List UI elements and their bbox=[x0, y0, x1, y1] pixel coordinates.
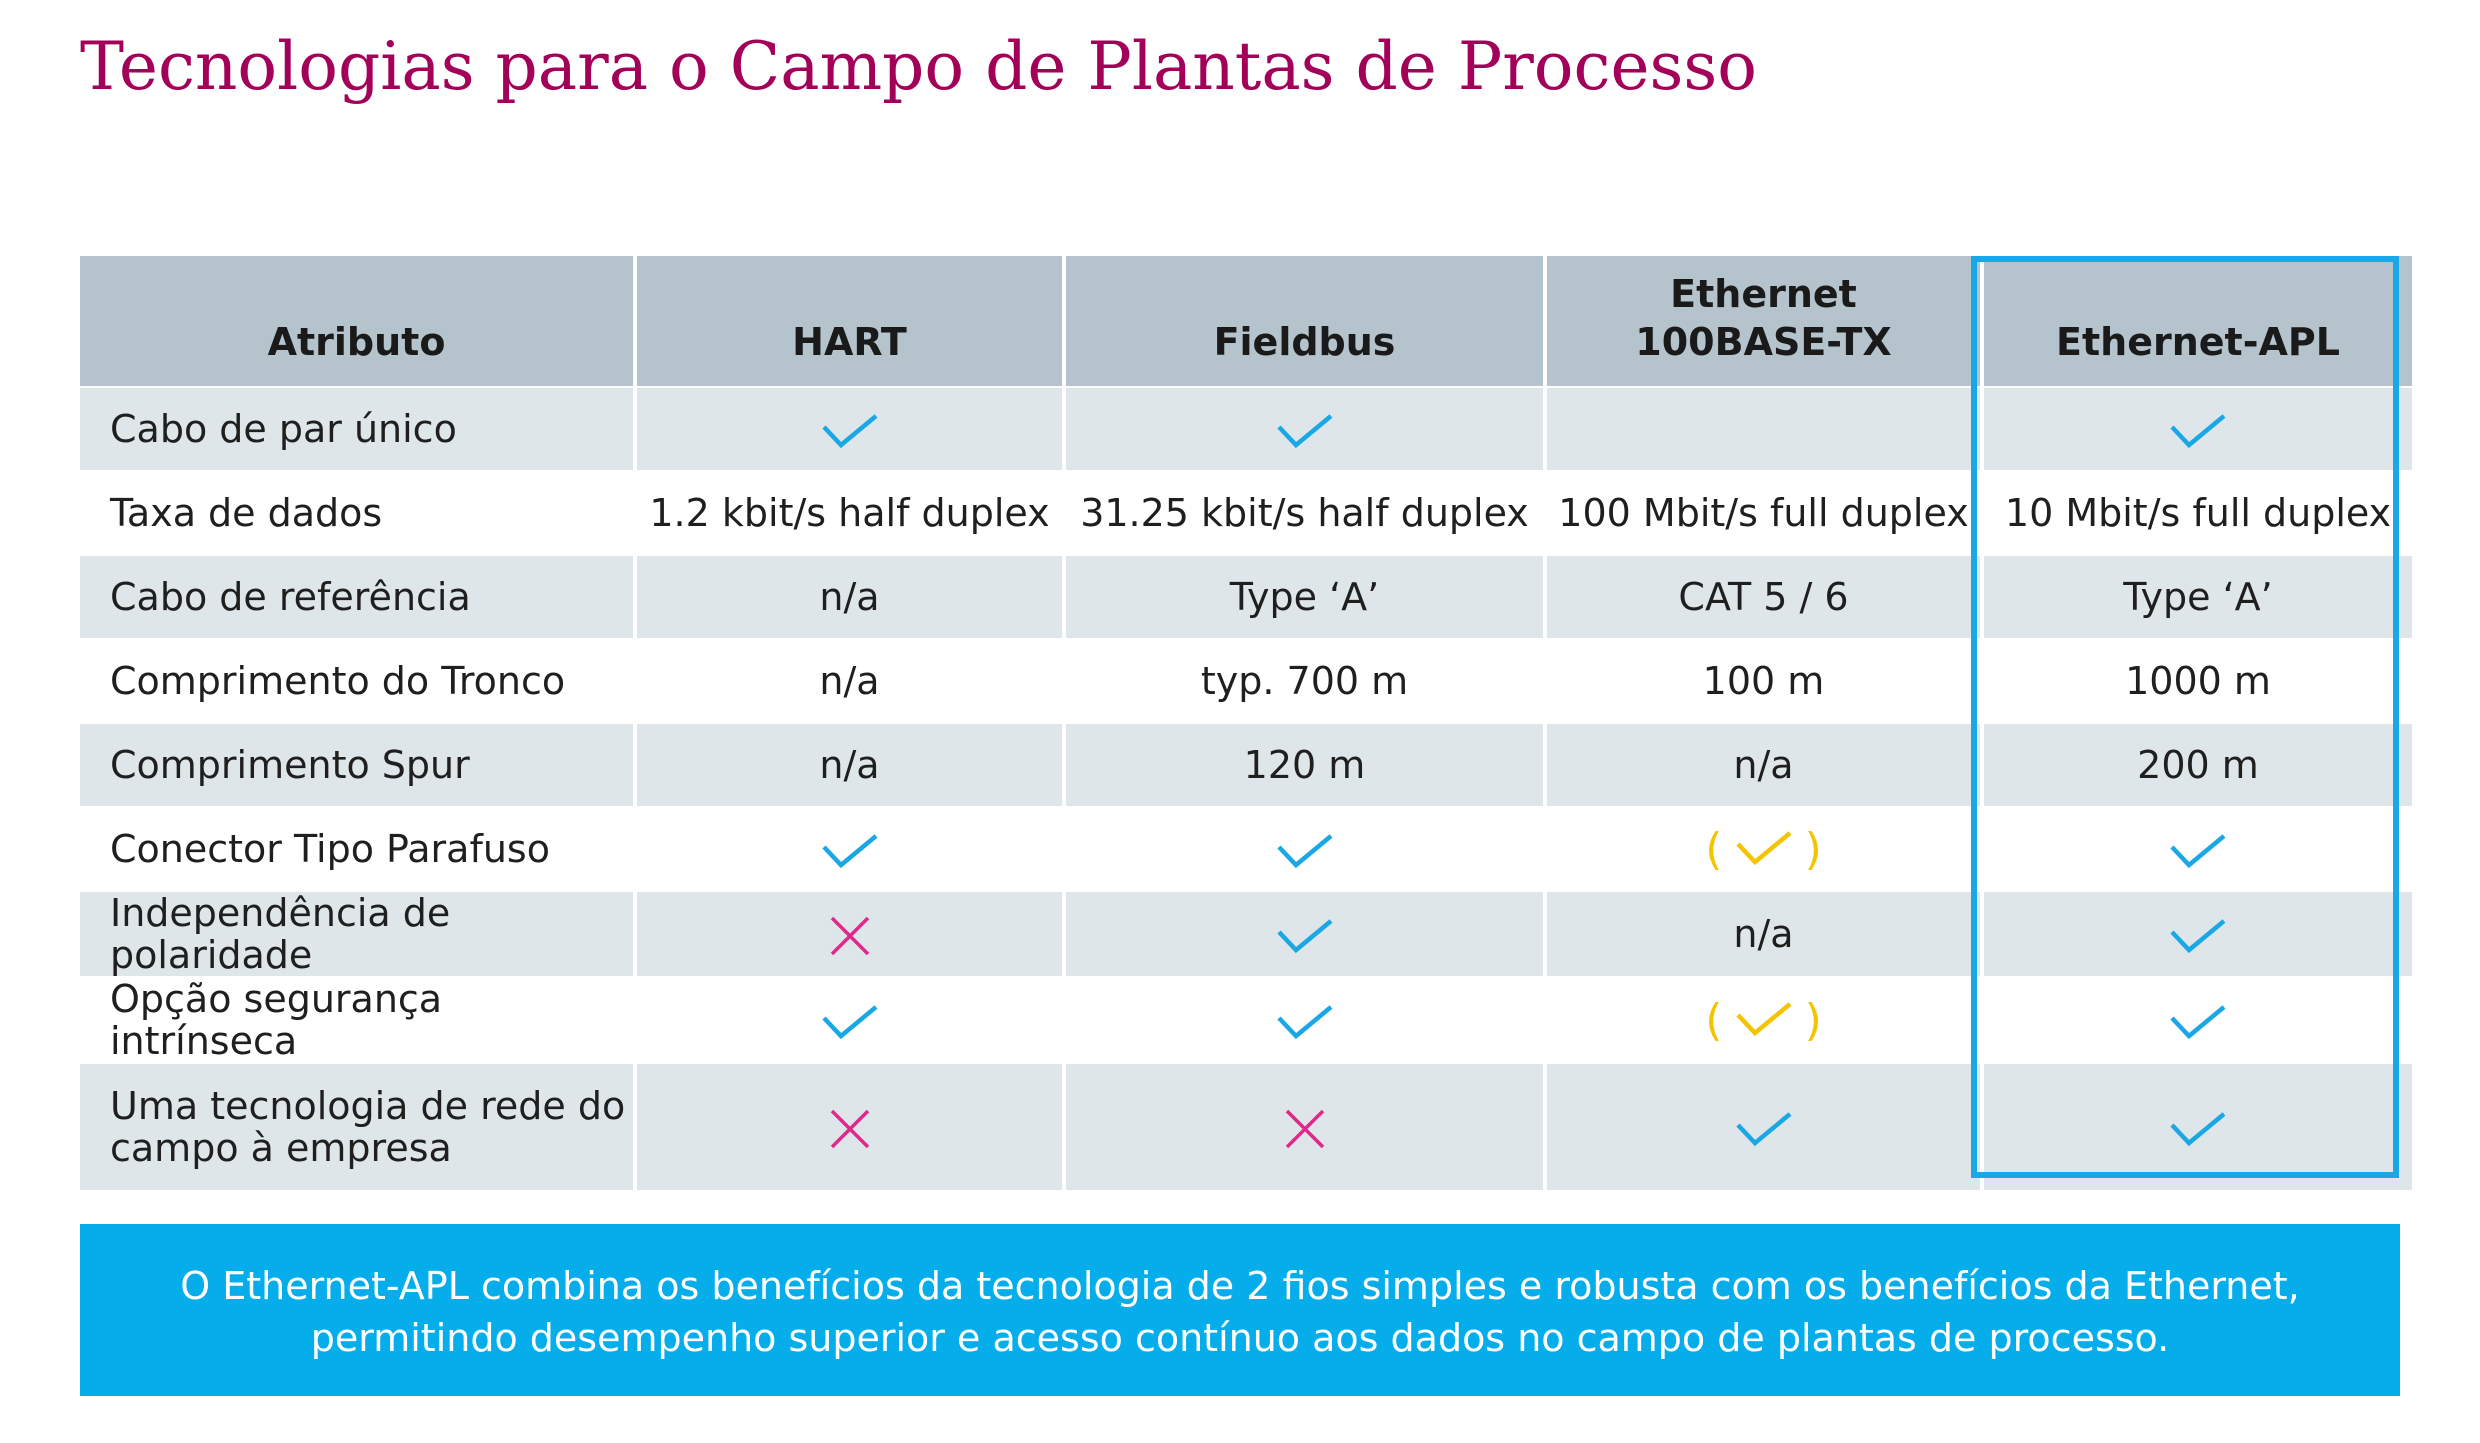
header-ethernet-apl: Ethernet-APL bbox=[1984, 256, 2412, 386]
cell-hart bbox=[637, 1062, 1062, 1190]
table-row: Taxa de dados 1.2 kbit/s half duplex 31.25… bbox=[80, 470, 2412, 554]
cell-hart: 1.2 kbit/s half duplex bbox=[637, 470, 1062, 554]
check-icon bbox=[821, 998, 879, 1042]
cell-hart bbox=[637, 806, 1062, 890]
table-row: Cabo de par único bbox=[80, 386, 2412, 470]
table-row: Independência de polaridade n/a bbox=[80, 890, 2412, 976]
banner-line-1: O Ethernet-APL combina os benefícios da … bbox=[180, 1264, 2300, 1308]
table-body: Cabo de par único Taxa de dados 1.2 kbit/s… bbox=[80, 386, 2412, 1190]
check-icon bbox=[2169, 998, 2227, 1042]
cell-fieldbus bbox=[1066, 890, 1543, 976]
cell-ethernet: ( ) bbox=[1547, 976, 1980, 1062]
cell-fieldbus: Type ‘A’ bbox=[1066, 554, 1543, 638]
check-icon bbox=[821, 407, 879, 451]
table-row: Comprimento Spur n/a 120 m n/a 200 m bbox=[80, 722, 2412, 806]
check-icon bbox=[2169, 827, 2227, 871]
header-row: Atributo HART Fieldbus Ethernet 100BASE-T… bbox=[80, 256, 2412, 386]
check-icon bbox=[2169, 1105, 2227, 1149]
attribute-cell: Taxa de dados bbox=[80, 470, 633, 554]
attribute-cell: Conector Tipo Parafuso bbox=[80, 806, 633, 890]
attribute-cell: Uma tecnologia de rede do campo à empresa bbox=[80, 1062, 633, 1190]
cell-ethernet: 100 m bbox=[1547, 638, 1980, 722]
attribute-line-1: Uma tecnologia de rede do bbox=[110, 1084, 626, 1128]
cell-fieldbus bbox=[1066, 806, 1543, 890]
check-icon bbox=[1276, 998, 1334, 1042]
cell-fieldbus: typ. 700 m bbox=[1066, 638, 1543, 722]
cross-icon bbox=[1284, 1104, 1326, 1148]
header-hart: HART bbox=[637, 256, 1062, 386]
cell-hart: n/a bbox=[637, 554, 1062, 638]
attribute-cell: Opção segurança intrínseca bbox=[80, 976, 633, 1062]
cross-icon bbox=[829, 1104, 871, 1148]
cell-fieldbus bbox=[1066, 1062, 1543, 1190]
check-icon bbox=[1735, 1105, 1793, 1149]
check-icon bbox=[821, 827, 879, 871]
cell-apl: 200 m bbox=[1984, 722, 2412, 806]
cell-ethernet: ( ) bbox=[1547, 806, 1980, 890]
check-icon bbox=[1276, 407, 1334, 451]
table-row: Conector Tipo Parafuso ( ) bbox=[80, 806, 2412, 890]
check-icon bbox=[2169, 912, 2227, 956]
table-row: Opção segurança intrínseca ( ) bbox=[80, 976, 2412, 1062]
attribute-cell: Independência de polaridade bbox=[80, 890, 633, 976]
partial-check-icon: ( ) bbox=[1705, 823, 1822, 875]
cell-apl bbox=[1984, 806, 2412, 890]
banner-line-2: permitindo desempenho superior e acesso … bbox=[310, 1316, 2170, 1360]
partial-check-icon: ( ) bbox=[1705, 994, 1822, 1046]
cell-hart bbox=[637, 976, 1062, 1062]
cell-ethernet bbox=[1547, 1062, 1980, 1190]
cell-apl bbox=[1984, 890, 2412, 976]
cell-fieldbus bbox=[1066, 386, 1543, 470]
table-row: Cabo de referência n/a Type ‘A’ CAT 5 / 6 Ty… bbox=[80, 554, 2412, 638]
attribute-cell: Cabo de par único bbox=[80, 386, 633, 470]
cell-ethernet: n/a bbox=[1547, 890, 1980, 976]
cell-ethernet: n/a bbox=[1547, 722, 1980, 806]
cell-hart bbox=[637, 386, 1062, 470]
cell-hart: n/a bbox=[637, 722, 1062, 806]
cross-icon bbox=[829, 911, 871, 955]
cell-ethernet: CAT 5 / 6 bbox=[1547, 554, 1980, 638]
header-fieldbus: Fieldbus bbox=[1066, 256, 1543, 386]
cell-hart: n/a bbox=[637, 638, 1062, 722]
cell-fieldbus bbox=[1066, 976, 1543, 1062]
cell-apl bbox=[1984, 976, 2412, 1062]
cell-apl: 1000 m bbox=[1984, 638, 2412, 722]
cell-apl bbox=[1984, 386, 2412, 470]
cell-hart bbox=[637, 890, 1062, 976]
check-icon bbox=[1276, 827, 1334, 871]
attribute-cell: Cabo de referência bbox=[80, 554, 633, 638]
cell-apl bbox=[1984, 1062, 2412, 1190]
header-ethernet-line1: Ethernet bbox=[1670, 272, 1857, 316]
header-atributo: Atributo bbox=[80, 256, 633, 386]
cell-ethernet: 100 Mbit/s full duplex bbox=[1547, 470, 1980, 554]
header-ethernet-line2: 100BASE-TX bbox=[1635, 320, 1892, 364]
cell-fieldbus: 31.25 kbit/s half duplex bbox=[1066, 470, 1543, 554]
header-ethernet: Ethernet 100BASE-TX bbox=[1547, 256, 1980, 386]
comparison-table: Atributo HART Fieldbus Ethernet 100BASE-T… bbox=[76, 256, 2416, 1190]
cell-apl: Type ‘A’ bbox=[1984, 554, 2412, 638]
cell-fieldbus: 120 m bbox=[1066, 722, 1543, 806]
cell-apl: 10 Mbit/s full duplex bbox=[1984, 470, 2412, 554]
check-icon bbox=[2169, 407, 2227, 451]
summary-banner: O Ethernet-APL combina os benefícios da … bbox=[80, 1224, 2400, 1396]
check-icon bbox=[1276, 912, 1334, 956]
cell-ethernet bbox=[1547, 386, 1980, 470]
attribute-cell: Comprimento do Tronco bbox=[80, 638, 633, 722]
attribute-cell: Comprimento Spur bbox=[80, 722, 633, 806]
attribute-line-2: campo à empresa bbox=[110, 1126, 452, 1170]
page-title: Tecnologias para o Campo de Plantas de P… bbox=[80, 28, 1758, 105]
table-row: Uma tecnologia de rede do campo à empresa bbox=[80, 1062, 2412, 1190]
